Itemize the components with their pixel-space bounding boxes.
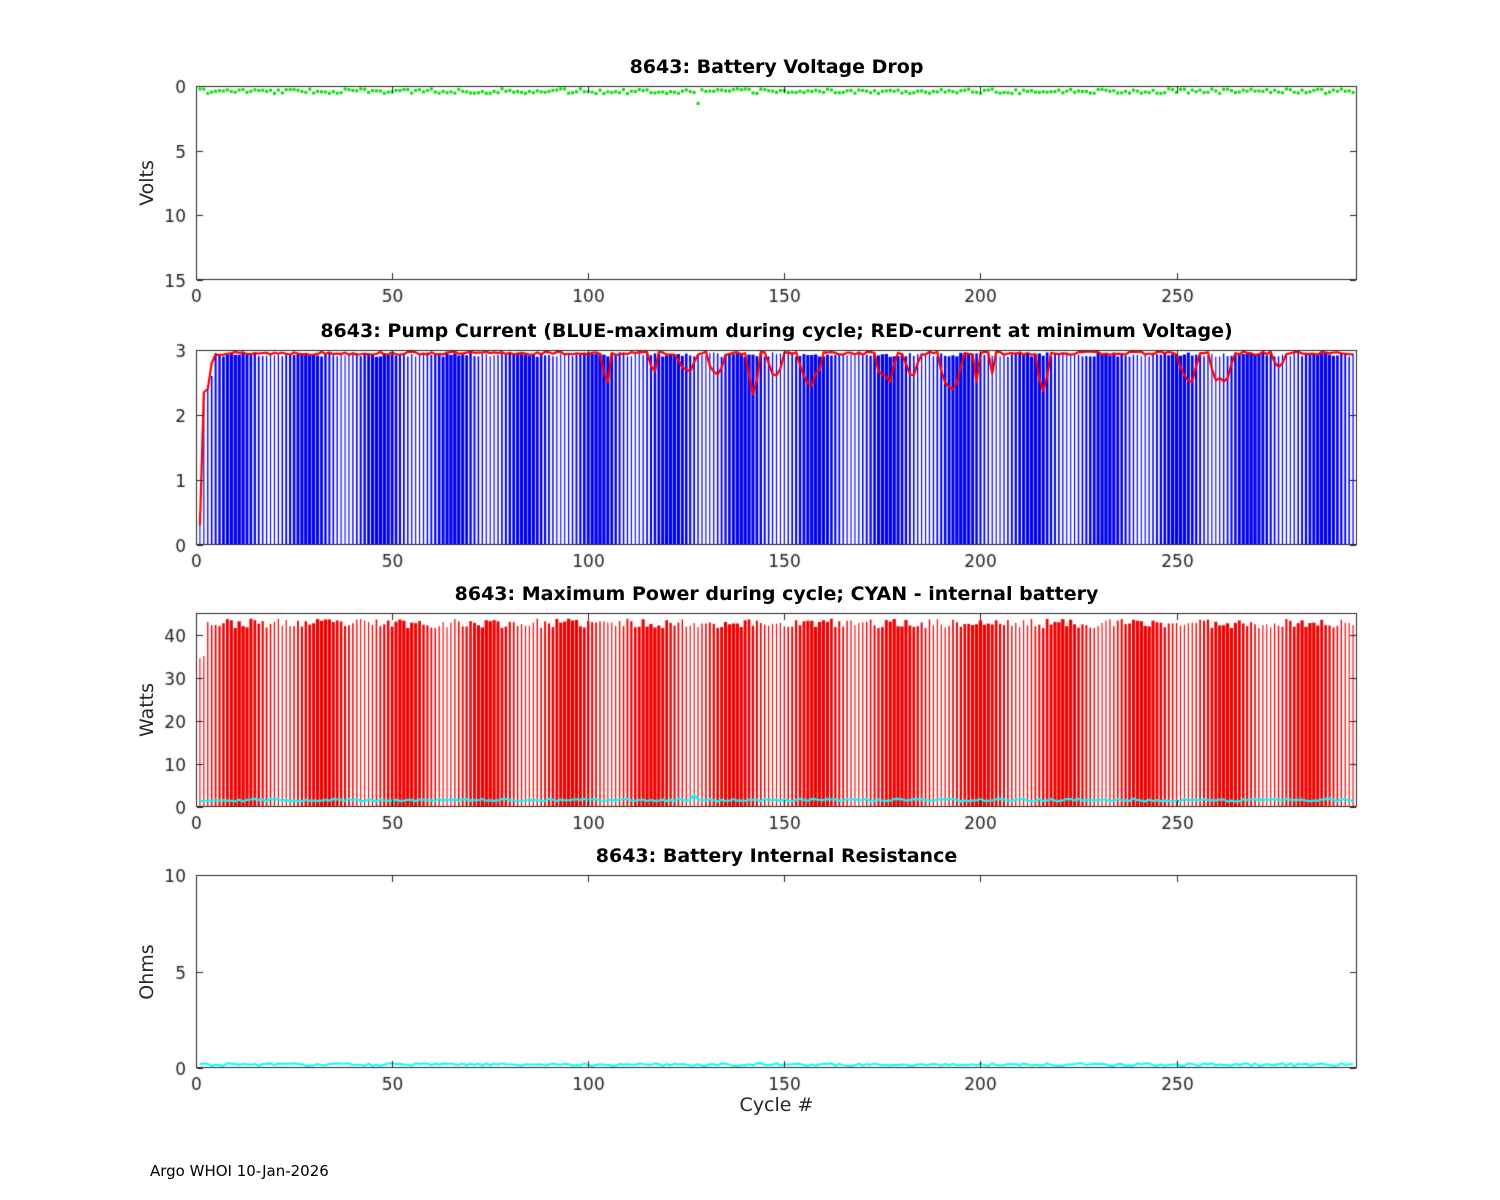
- x-axis-label: Cycle #: [739, 1094, 814, 1116]
- subplot-4-title: 8643: Battery Internal Resistance: [595, 845, 958, 867]
- subplot-2-title: 8643: Pump Current (BLUE-maximum during …: [320, 320, 1233, 342]
- subplot-4-ylabel: Ohms: [136, 944, 158, 1000]
- figure-footer: Argo WHOI 10-Jan-2026: [150, 1162, 329, 1180]
- subplot-3-title: 8643: Maximum Power during cycle; CYAN -…: [454, 583, 1099, 605]
- subplot-1-title: 8643: Battery Voltage Drop: [629, 56, 924, 78]
- subplot-3-ylabel: Watts: [136, 682, 158, 738]
- subplot-1-ylabel: Volts: [136, 160, 158, 206]
